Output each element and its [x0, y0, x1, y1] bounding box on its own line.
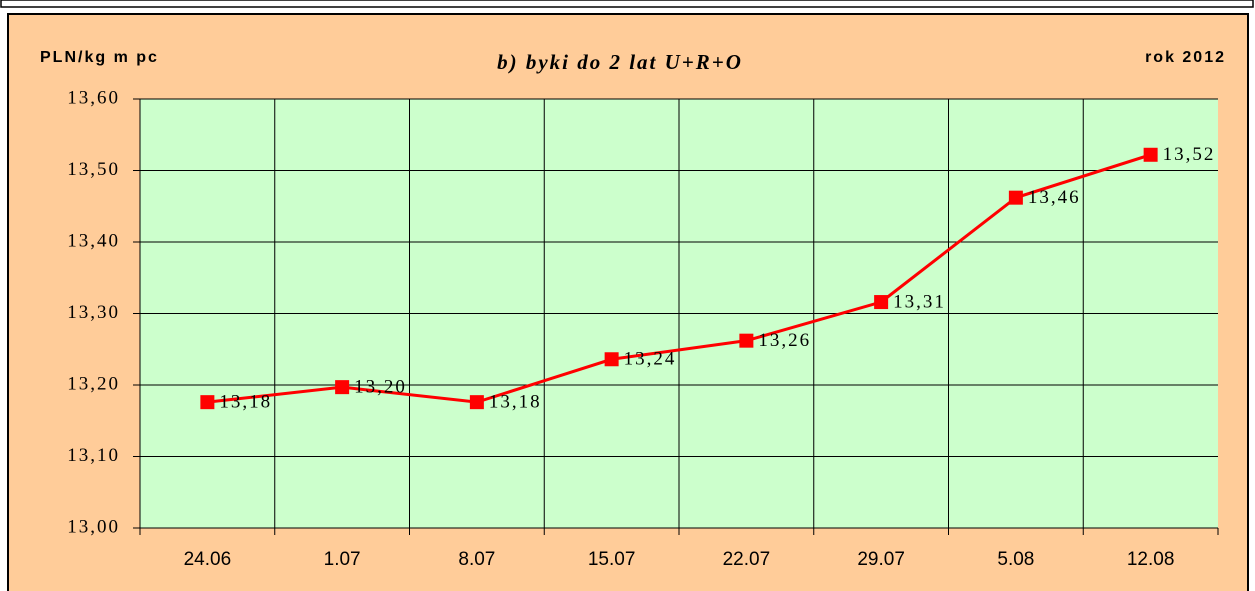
series-line	[207, 153, 1152, 404]
x-tick-label: 12.08	[1127, 549, 1175, 570]
x-tick-label: 1.07	[324, 549, 361, 570]
top-frame	[0, 0, 1254, 8]
x-tick-label: 24.06	[184, 549, 232, 570]
y-tick-label: 13,60	[67, 87, 120, 108]
data-label: 13,24	[624, 349, 677, 370]
data-label: 13,52	[1163, 144, 1216, 165]
point-marker	[874, 295, 889, 310]
data-label: 13,31	[893, 291, 946, 312]
x-tick-label: 5.08	[997, 549, 1034, 570]
point-marker	[1008, 190, 1023, 205]
x-tick-label: 29.07	[857, 549, 905, 570]
data-label: 13,46	[1028, 187, 1081, 208]
x-tick-label: 15.07	[588, 549, 636, 570]
data-label: 13,26	[758, 330, 811, 351]
y-tick-label: 13,50	[67, 159, 120, 180]
point-marker	[200, 395, 215, 410]
y-tick-label: 13,30	[67, 302, 120, 323]
y-tick-label: 13,00	[67, 516, 120, 537]
point-marker	[335, 380, 350, 395]
point-marker	[739, 333, 754, 348]
point-marker	[604, 352, 619, 367]
point-marker	[469, 395, 484, 410]
chart-title: b) byki do 2 lat U+R+O	[497, 50, 743, 74]
y-tick-label: 13,20	[67, 373, 120, 394]
data-label: 13,18	[489, 392, 542, 413]
y-axis-title: PLN/kg m pc	[40, 49, 159, 66]
data-label: 13,18	[219, 392, 272, 413]
x-tick-label: 22.07	[723, 549, 771, 570]
chart-subtitle: rok 2012	[1145, 49, 1226, 66]
y-tick-label: 13,40	[67, 230, 120, 251]
y-tick-label: 13,10	[67, 445, 120, 466]
data-label: 13,20	[354, 377, 407, 398]
point-marker	[1143, 147, 1158, 162]
x-tick-label: 8.07	[458, 549, 495, 570]
